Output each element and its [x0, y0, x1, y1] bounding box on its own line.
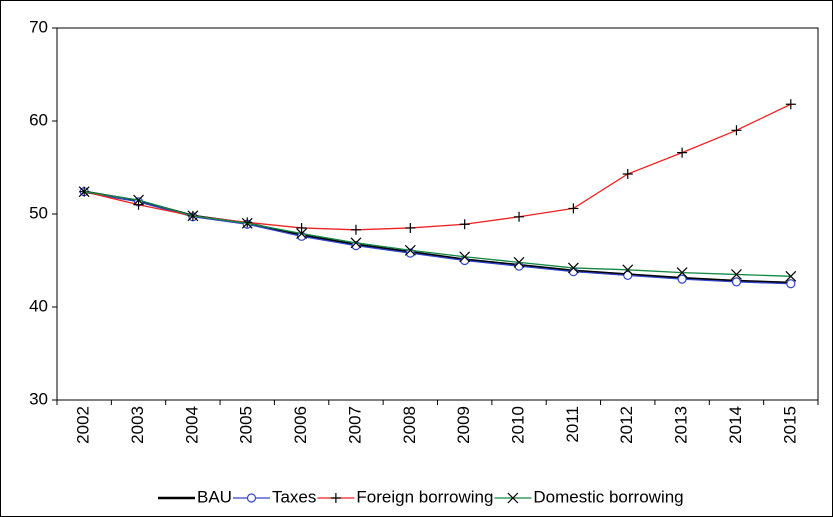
marker — [785, 99, 796, 110]
x-tick-label: 2010 — [509, 406, 528, 444]
x-tick-label: 2013 — [672, 406, 691, 444]
marker — [676, 267, 688, 279]
x-tick-label: 2015 — [780, 406, 799, 444]
y-tick-label: 70 — [29, 17, 48, 36]
marker — [133, 194, 144, 206]
marker — [78, 186, 90, 198]
marker — [622, 264, 634, 276]
marker — [459, 251, 471, 263]
marker — [731, 125, 742, 136]
x-tick-label: 2011 — [563, 406, 582, 443]
x-tick-label: 2007 — [345, 406, 364, 444]
x-tick-label: 2008 — [400, 406, 419, 444]
x-tick-label: 2012 — [617, 406, 636, 444]
marker — [350, 224, 361, 235]
x-tick-label: 2006 — [291, 406, 310, 444]
marker — [513, 256, 525, 268]
marker — [507, 492, 519, 504]
marker — [568, 203, 579, 214]
y-tick-label: 50 — [29, 203, 48, 222]
series-line — [84, 191, 791, 285]
marker — [187, 210, 199, 222]
marker — [677, 274, 687, 284]
marker — [622, 169, 633, 180]
marker — [241, 217, 253, 229]
y-tick-label: 30 — [29, 389, 48, 408]
x-tick-label: 2014 — [726, 406, 745, 444]
y-tick-label: 60 — [29, 110, 48, 129]
marker — [296, 222, 307, 233]
legend-label: Domestic borrowing — [533, 487, 683, 506]
legend-label: Foreign borrowing — [356, 487, 493, 506]
x-tick-label: 2009 — [454, 406, 473, 444]
marker — [731, 269, 742, 280]
x-tick-label: 2002 — [74, 406, 93, 444]
marker — [786, 279, 796, 289]
marker — [296, 228, 308, 239]
marker — [514, 211, 525, 222]
marker — [350, 237, 362, 249]
marker — [133, 199, 144, 210]
x-tick-label: 2005 — [237, 406, 256, 444]
marker — [246, 493, 257, 503]
marker — [459, 219, 470, 230]
marker — [731, 277, 742, 287]
legend-label: BAU — [197, 487, 232, 506]
marker — [405, 222, 416, 233]
marker — [568, 267, 578, 277]
series-line — [84, 191, 791, 277]
x-tick-label: 2003 — [128, 406, 147, 444]
y-tick-label: 40 — [29, 296, 48, 315]
marker — [785, 270, 797, 282]
marker — [623, 270, 633, 280]
marker — [677, 147, 688, 158]
marker — [567, 262, 579, 274]
marker — [404, 244, 416, 256]
marker — [330, 493, 341, 503]
x-tick-label: 2004 — [182, 406, 201, 444]
plot-area — [56, 27, 819, 401]
legend-label: Taxes — [272, 487, 316, 506]
